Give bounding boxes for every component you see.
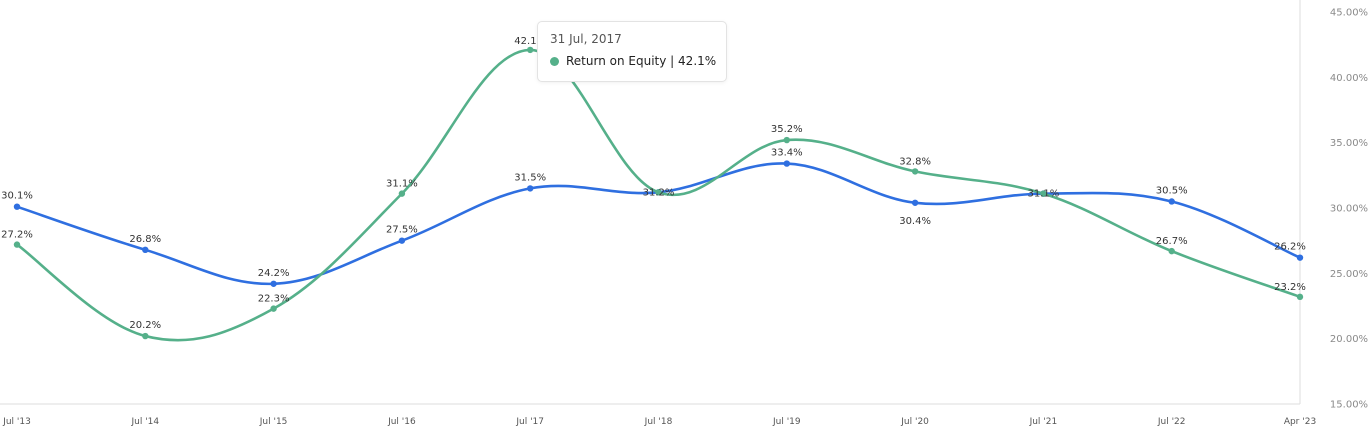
chart-data-labels: 30.1% 26.8% 24.2% 27.5% 31.5% 31.2% 33.4% 30.4%… <box>1 36 1306 331</box>
data-label: 30.5% <box>1156 185 1188 196</box>
chart-data-points <box>13 46 1304 340</box>
y-tick-label: 20.00% <box>1330 334 1368 345</box>
data-point[interactable] <box>13 241 21 248</box>
tooltip-date: 31 Jul, 2017 <box>550 32 622 46</box>
data-point[interactable] <box>142 246 149 254</box>
data-label: 26.2% <box>1274 242 1306 253</box>
data-point[interactable] <box>270 305 277 312</box>
x-tick-label: Jul '14 <box>130 417 159 427</box>
data-label: 30.1% <box>1 191 33 202</box>
data-point[interactable] <box>1040 190 1047 197</box>
series-color-dot-icon <box>550 56 559 66</box>
data-point[interactable] <box>1168 198 1175 205</box>
data-label: 24.2% <box>258 268 290 279</box>
data-label: 31.1% <box>1028 189 1060 200</box>
data-label: 31.1% <box>386 179 418 190</box>
x-tick-label: Jul '16 <box>387 417 416 427</box>
x-tick-label: Jul '22 <box>1157 417 1186 427</box>
data-label: 42.1% <box>514 36 546 47</box>
data-label: 31.5% <box>514 172 546 183</box>
y-axis-tick-labels: 45.00% 40.00% 35.00% 30.00% 25.00% 20.00% 15.0… <box>1330 8 1368 411</box>
data-point[interactable] <box>655 189 662 196</box>
y-tick-label: 30.00% <box>1330 204 1368 215</box>
data-point[interactable] <box>527 46 534 54</box>
x-tick-label: Jul '20 <box>900 417 929 427</box>
series-line-1 <box>15 162 1302 286</box>
data-label: 35.2% <box>771 124 803 135</box>
data-point[interactable] <box>527 185 534 192</box>
data-point[interactable] <box>783 160 790 167</box>
y-tick-label: 45.00% <box>1330 8 1368 19</box>
tooltip-value: 42.1% <box>678 54 717 68</box>
tooltip-separator: | <box>670 54 675 68</box>
data-label: 32.8% <box>899 156 931 167</box>
tooltip-series-row: Return on Equity | 42.1% <box>550 54 717 68</box>
data-point[interactable] <box>1168 247 1175 255</box>
data-label: 27.2% <box>1 230 33 241</box>
data-label: 30.4% <box>899 216 931 227</box>
x-tick-label: Jul '15 <box>259 417 288 427</box>
hover-tooltip: 31 Jul, 2017 Return on Equity | 42.1% <box>537 21 727 82</box>
data-label: 22.3% <box>258 294 290 305</box>
y-tick-label: 35.00% <box>1330 138 1368 149</box>
x-tick-label: Jul '17 <box>515 417 544 427</box>
x-tick-label: Jul '13 <box>2 417 31 427</box>
x-tick-label: Jul '18 <box>644 417 673 427</box>
data-point[interactable] <box>270 280 277 287</box>
data-label: 26.7% <box>1156 236 1188 247</box>
data-label: 26.8% <box>129 234 161 245</box>
x-tick-label: Apr '23 <box>1284 417 1316 427</box>
series-line-2 <box>15 48 1302 342</box>
x-tick-label: Jul '21 <box>1029 417 1058 427</box>
y-tick-label: 15.00% <box>1330 400 1368 411</box>
data-point[interactable] <box>398 190 406 197</box>
data-label: 27.5% <box>386 225 418 236</box>
tooltip-series-name: Return on Equity <box>566 54 667 68</box>
data-point[interactable] <box>13 203 21 210</box>
data-label: 23.2% <box>1274 282 1306 293</box>
data-point[interactable] <box>1296 293 1304 301</box>
data-label: 31.2% <box>643 187 675 198</box>
data-label: 20.2% <box>129 320 161 331</box>
y-tick-label: 40.00% <box>1330 73 1368 84</box>
y-tick-label: 25.00% <box>1330 269 1368 280</box>
data-point[interactable] <box>142 332 149 340</box>
x-tick-label: Jul '19 <box>772 417 801 427</box>
data-point[interactable] <box>783 136 790 144</box>
data-label: 33.4% <box>771 148 803 159</box>
x-axis-tick-labels: Jul '13 Jul '14 Jul '15 Jul '16 Jul '17 Jul '… <box>2 417 1316 427</box>
data-point[interactable] <box>398 237 406 244</box>
data-point[interactable] <box>911 168 919 175</box>
data-point[interactable] <box>911 199 919 206</box>
chart-axes <box>0 0 1301 405</box>
data-point[interactable] <box>1296 254 1304 261</box>
